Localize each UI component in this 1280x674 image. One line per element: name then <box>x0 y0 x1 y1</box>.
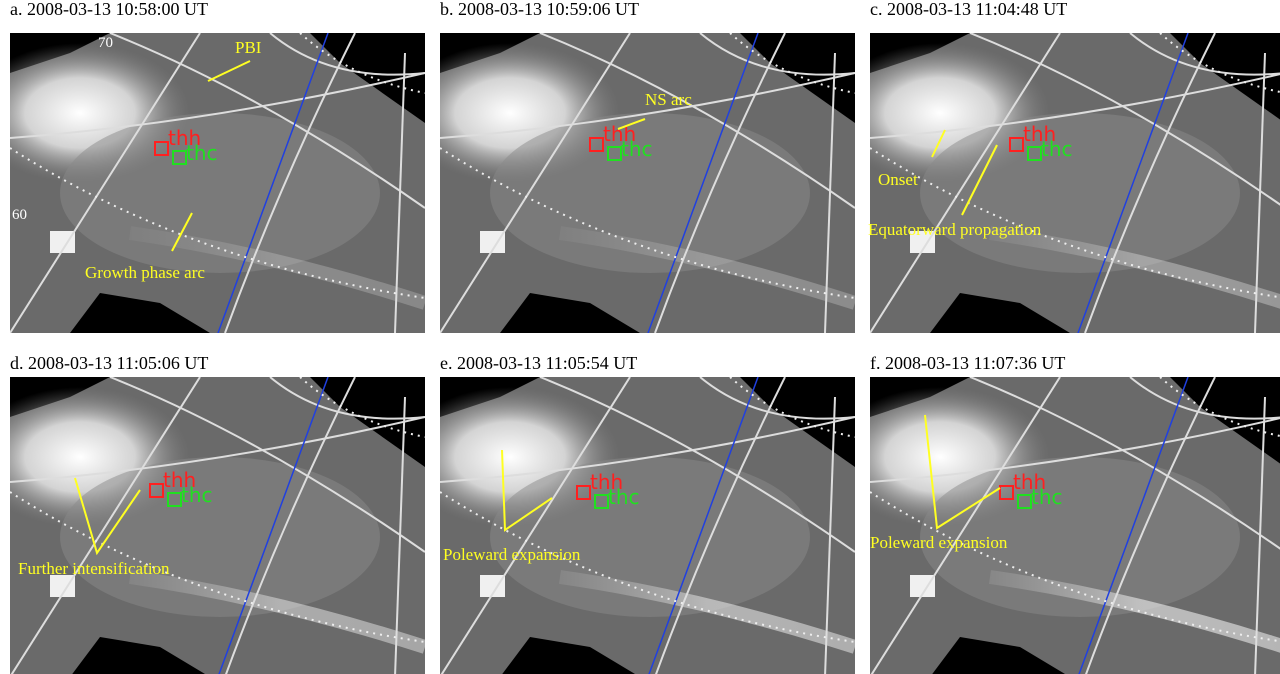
annotation: Further intensification <box>18 559 170 578</box>
panel-title: c. 2008-03-13 11:04:48 UT <box>870 0 1067 19</box>
panel-title: d. 2008-03-13 11:05:06 UT <box>10 353 208 373</box>
spacecraft-label: thc <box>1041 137 1073 161</box>
panel-title: a. 2008-03-13 10:58:00 UT <box>10 0 208 19</box>
annotation: PBI <box>235 38 262 57</box>
spacecraft-label: thc <box>181 483 213 507</box>
annotation: Poleward expansion <box>870 533 1008 552</box>
annotation: Poleward expansion <box>443 545 581 564</box>
annotation: Onset <box>878 170 918 189</box>
auroral-image: thhthcPoleward expansion <box>400 377 855 674</box>
spacecraft-label: thc <box>186 141 218 165</box>
panel-title: b. 2008-03-13 10:59:06 UT <box>440 0 639 19</box>
image-clip <box>830 377 1280 674</box>
latitude-label: 70 <box>98 35 113 51</box>
latitude-label: 60 <box>12 207 27 223</box>
annotation: NS arc <box>645 90 692 109</box>
spacecraft-label: thc <box>608 485 640 509</box>
panel-title: f. 2008-03-13 11:07:36 UT <box>870 353 1065 373</box>
annotation: Growth phase arc <box>85 263 205 282</box>
panel-title: e. 2008-03-13 11:05:54 UT <box>440 353 637 373</box>
spacecraft-label: thc <box>1031 485 1063 509</box>
image-clip <box>400 33 855 333</box>
image-clip <box>0 377 425 674</box>
figure: a. 2008-03-13 10:58:00 UT7060thhthcPBIGr… <box>0 0 1280 674</box>
image-clip <box>400 377 855 674</box>
annotation: Equatorward propagation <box>868 220 1042 239</box>
spacecraft-label: thc <box>621 137 653 161</box>
